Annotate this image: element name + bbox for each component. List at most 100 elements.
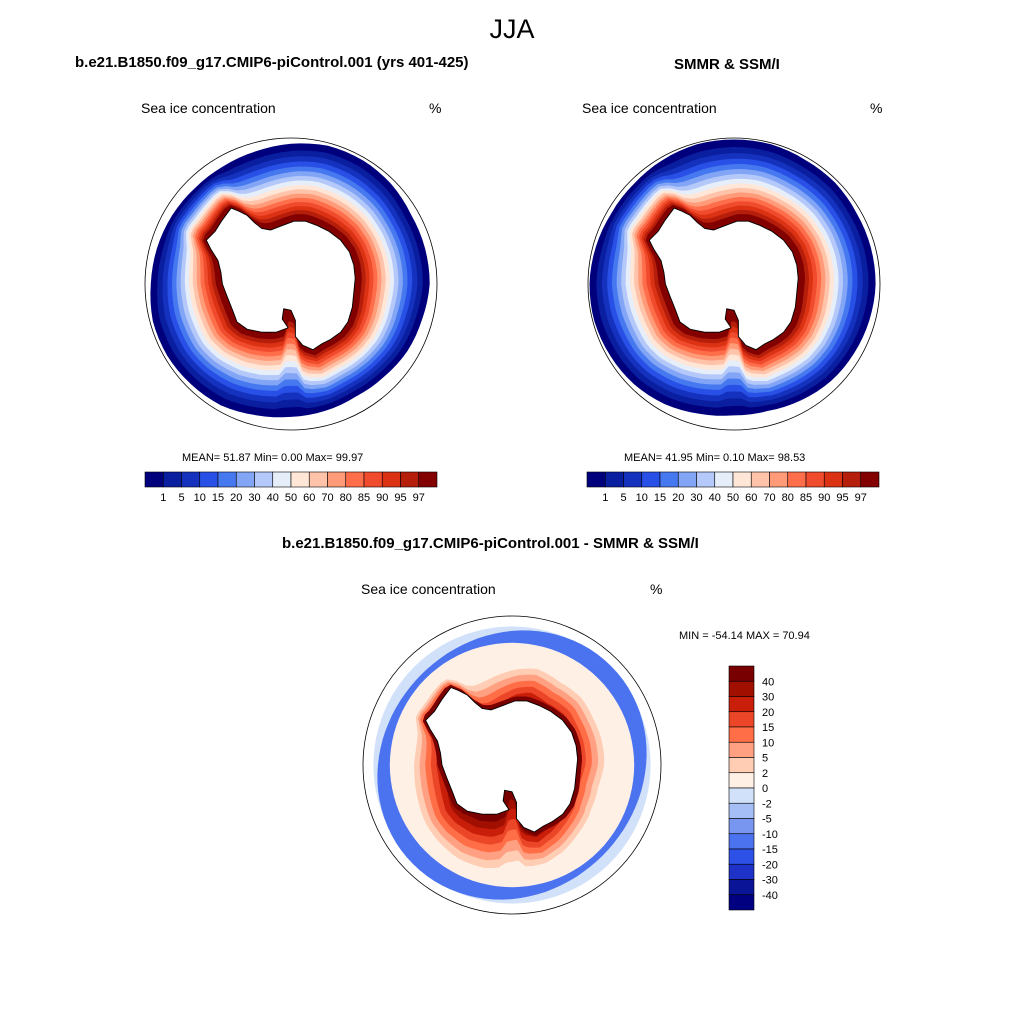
obs-colorbar-tick-label: 90 xyxy=(818,492,830,504)
diff-units-label: % xyxy=(650,581,663,597)
obs-colorbar-tick-label: 1 xyxy=(602,492,608,504)
diff-colorbar-tick-label: 20 xyxy=(762,707,774,719)
obs-colorbar-swatch xyxy=(586,471,606,488)
obs-variable-label: Sea ice concentration xyxy=(582,100,717,116)
obs-colorbar-tick-label: 40 xyxy=(709,492,721,504)
diff-colorbar-swatch xyxy=(728,787,755,804)
diff-colorbar-swatch xyxy=(728,772,755,789)
model-units-label: % xyxy=(429,100,442,116)
obs-colorbar-tick-label: 80 xyxy=(782,492,794,504)
obs-colorbar-swatch xyxy=(805,471,825,488)
model-colorbar-tick-label: 97 xyxy=(413,492,425,504)
diff-colorbar-swatch xyxy=(728,741,755,758)
model-colorbar-swatch xyxy=(254,471,274,488)
model-colorbar-swatch xyxy=(400,471,420,488)
obs-map xyxy=(587,137,881,431)
diff-colorbar-swatch xyxy=(728,863,755,880)
obs-colorbar-swatch xyxy=(604,471,624,488)
obs-panel-title: SMMR & SSM/I xyxy=(674,56,780,73)
model-colorbar-tick-label: 80 xyxy=(340,492,352,504)
model-variable-label: Sea ice concentration xyxy=(141,100,276,116)
diff-colorbar-tick-label: 15 xyxy=(762,722,774,734)
obs-colorbar-tick-label: 50 xyxy=(727,492,739,504)
diff-colorbar-swatch xyxy=(728,879,755,896)
model-colorbar-swatch xyxy=(144,471,164,488)
diff-colorbar-tick-label: 5 xyxy=(762,753,768,765)
diff-colorbar-tick-label: -20 xyxy=(762,859,778,871)
obs-map-antarctica xyxy=(648,207,799,351)
obs-colorbar-swatch xyxy=(641,471,661,488)
model-colorbar-swatch xyxy=(381,471,401,488)
model-colorbar-tick-label: 85 xyxy=(358,492,370,504)
diff-colorbar-swatch xyxy=(728,802,755,819)
obs-colorbar-swatch xyxy=(623,471,643,488)
model-colorbar: 1 5 10 15 20 30 40 50 60 70 80 85 90 95 97 xyxy=(144,471,438,504)
obs-colorbar: 1 5 10 15 20 30 40 50 60 70 80 85 90 95 97 xyxy=(586,471,880,504)
diff-map xyxy=(362,615,662,915)
diff-colorbar-tick-label: 10 xyxy=(762,737,774,749)
model-colorbar-tick-label: 1 xyxy=(160,492,166,504)
model-colorbar-swatch xyxy=(290,471,310,488)
diff-colorbar-swatch xyxy=(728,665,755,682)
diff-colorbar-swatch xyxy=(728,848,755,865)
model-colorbar-tick-label: 50 xyxy=(285,492,297,504)
diff-colorbar-swatch xyxy=(728,680,755,697)
model-stats: MEAN= 51.87 Min= 0.00 Max= 99.97 xyxy=(182,452,364,464)
diff-colorbar-swatch xyxy=(728,894,755,911)
model-colorbar-tick-label: 10 xyxy=(194,492,206,504)
model-colorbar-swatch xyxy=(181,471,201,488)
model-colorbar-tick-label: 30 xyxy=(248,492,260,504)
model-colorbar-tick-label: 95 xyxy=(394,492,406,504)
model-colorbar-swatch xyxy=(363,471,383,488)
obs-colorbar-swatch xyxy=(677,471,697,488)
obs-colorbar-swatch xyxy=(659,471,679,488)
diff-colorbar-tick-label: -5 xyxy=(762,814,772,826)
model-colorbar-tick-label: 90 xyxy=(376,492,388,504)
diff-colorbar-swatch xyxy=(728,818,755,835)
obs-colorbar-swatch xyxy=(860,471,880,488)
diff-colorbar-swatch xyxy=(728,711,755,728)
diff-colorbar-tick-label: -40 xyxy=(762,890,778,902)
diff-colorbar-tick-label: 40 xyxy=(762,676,774,688)
obs-colorbar-swatch xyxy=(696,471,716,488)
obs-stats: MEAN= 41.95 Min= 0.10 Max= 98.53 xyxy=(624,452,806,464)
obs-colorbar-swatch xyxy=(714,471,734,488)
obs-colorbar-tick-label: 30 xyxy=(690,492,702,504)
obs-colorbar-swatch xyxy=(823,471,843,488)
diff-colorbar-swatch xyxy=(728,726,755,743)
model-colorbar-tick-label: 5 xyxy=(178,492,184,504)
obs-colorbar-swatch xyxy=(750,471,770,488)
obs-units-label: % xyxy=(870,100,883,116)
diff-colorbar-tick-label: -15 xyxy=(762,844,778,856)
obs-colorbar-tick-label: 10 xyxy=(636,492,648,504)
model-colorbar-tick-label: 20 xyxy=(230,492,242,504)
diff-colorbar-swatch xyxy=(728,833,755,850)
model-colorbar-swatch xyxy=(272,471,292,488)
diff-map-antarctica xyxy=(425,686,579,833)
model-colorbar-swatch xyxy=(217,471,237,488)
obs-colorbar-swatch xyxy=(769,471,789,488)
model-colorbar-tick-label: 70 xyxy=(321,492,333,504)
model-map xyxy=(144,137,438,431)
model-colorbar-swatch xyxy=(308,471,328,488)
obs-colorbar-tick-label: 85 xyxy=(800,492,812,504)
model-map-antarctica xyxy=(205,207,356,351)
model-colorbar-swatch xyxy=(199,471,219,488)
model-colorbar-swatch xyxy=(162,471,182,488)
model-colorbar-swatch xyxy=(327,471,347,488)
diff-panel-title: b.e21.B1850.f09_g17.CMIP6-piControl.001 … xyxy=(282,535,699,552)
model-colorbar-swatch xyxy=(418,471,438,488)
diff-variable-label: Sea ice concentration xyxy=(361,581,496,597)
diff-colorbar-tick-label: -30 xyxy=(762,875,778,887)
diff-colorbar-tick-label: 30 xyxy=(762,692,774,704)
obs-colorbar-tick-label: 15 xyxy=(654,492,666,504)
diff-colorbar-tick-label: 0 xyxy=(762,783,768,795)
diff-colorbar-swatch xyxy=(728,757,755,774)
diff-colorbar-tick-label: 2 xyxy=(762,768,768,780)
model-colorbar-swatch xyxy=(235,471,255,488)
obs-colorbar-tick-label: 5 xyxy=(620,492,626,504)
obs-colorbar-swatch xyxy=(732,471,752,488)
figure-title: JJA xyxy=(489,14,535,44)
diff-colorbar-swatch xyxy=(728,696,755,713)
